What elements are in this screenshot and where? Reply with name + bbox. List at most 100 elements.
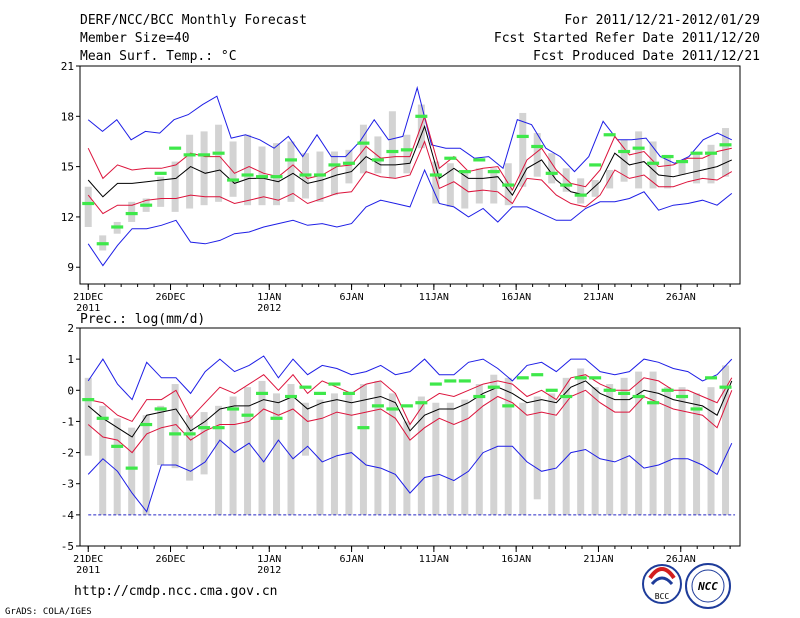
temp-box-35 xyxy=(591,180,599,197)
prec-xtick-year-0: 2011 xyxy=(76,565,100,576)
prec-box-10 xyxy=(229,396,237,515)
prec-observed-23 xyxy=(415,401,428,405)
prec-observed-35 xyxy=(589,376,602,380)
prec-box-33 xyxy=(562,377,570,515)
prec-ytick-label-5: 0 xyxy=(67,384,74,397)
prec-box-41 xyxy=(678,387,686,515)
header-member-size: Member Size=40 xyxy=(80,31,190,46)
bcc-logo: BCC xyxy=(642,564,682,604)
temp-box-5 xyxy=(157,176,165,207)
temp-box-27 xyxy=(475,168,483,204)
temp-box-41 xyxy=(678,159,686,175)
temp-box-11 xyxy=(244,134,252,206)
prec-box-26 xyxy=(461,399,469,515)
prec-observed-5 xyxy=(154,407,167,411)
temp-box-24 xyxy=(432,161,440,204)
temp-observed-27 xyxy=(473,158,486,162)
prec-box-0 xyxy=(84,377,92,456)
prec-observed-7 xyxy=(183,432,196,436)
temp-observed-36 xyxy=(603,133,616,137)
prec-box-43 xyxy=(707,387,715,515)
prec-ytick-label-4: -1 xyxy=(61,415,74,428)
temp-observed-3 xyxy=(125,211,138,216)
temp-ytick-label-2: 15 xyxy=(61,161,74,174)
prec-observed-6 xyxy=(169,432,182,436)
temp-xtick-label-3: 6JAN xyxy=(340,292,364,303)
temp-box-31 xyxy=(533,133,541,177)
temp-observed-12 xyxy=(256,175,269,179)
temp-xtick-label-7: 26JAN xyxy=(666,292,696,303)
temp-box-14 xyxy=(287,141,295,202)
prec-xtick-label-4: 11JAN xyxy=(419,554,449,565)
temp-xtick-label-6: 21JAN xyxy=(583,292,613,303)
prec-observed-39 xyxy=(647,401,660,405)
temp-observed-42 xyxy=(690,151,703,155)
temp-xtick-label-0: 21DEC xyxy=(73,292,103,303)
temp-observed-28 xyxy=(487,170,500,174)
temp-observed-0 xyxy=(82,201,95,206)
prec-observed-43 xyxy=(705,376,718,380)
temp-observed-25 xyxy=(444,156,457,160)
prec-box-24 xyxy=(432,402,440,515)
temp-observed-37 xyxy=(618,149,631,154)
bcc-logo-text: BCC xyxy=(655,592,670,601)
temp-ytick-label-4: 21 xyxy=(61,60,74,73)
prec-observed-29 xyxy=(502,404,515,408)
temp-xtick-label-4: 11JAN xyxy=(419,292,449,303)
temp-observed-4 xyxy=(140,203,153,207)
temp-observed-29 xyxy=(502,183,515,187)
temp-box-39 xyxy=(649,141,657,189)
temp-box-8 xyxy=(200,131,208,206)
prec-box-35 xyxy=(591,387,599,515)
prec-min-line xyxy=(87,439,733,513)
prec-box-5 xyxy=(157,405,165,466)
prec-observed-27 xyxy=(473,394,486,399)
temp-observed-32 xyxy=(545,171,558,175)
temp-plot-frame xyxy=(79,65,741,285)
prec-box-36 xyxy=(606,384,614,515)
temp-box-40 xyxy=(664,154,672,189)
temp-box-25 xyxy=(446,163,454,207)
temp-xtick-label-5: 16JAN xyxy=(501,292,531,303)
prec-xtick-label-6: 21JAN xyxy=(583,554,613,565)
prec-box-4 xyxy=(142,415,150,515)
temp-box-13 xyxy=(273,143,281,206)
prec-q3-line xyxy=(88,373,733,426)
temp-observed-31 xyxy=(531,144,544,149)
prec-box-1 xyxy=(99,405,107,515)
prec-box-42 xyxy=(693,393,701,515)
temp-box-28 xyxy=(490,168,498,204)
temp-box-43 xyxy=(707,144,715,184)
temp-observed-6 xyxy=(169,146,182,150)
prec-observed-34 xyxy=(574,376,587,380)
temp-box-7 xyxy=(186,134,194,209)
prec-observed-3 xyxy=(125,466,138,470)
prec-ytick-label-3: -2 xyxy=(61,447,74,460)
temp-observed-35 xyxy=(589,163,602,167)
temp-observed-24 xyxy=(429,173,442,177)
prec-observed-28 xyxy=(487,385,500,389)
prec-box-14 xyxy=(287,384,295,515)
temp-xtick-label-1: 26DEC xyxy=(155,292,185,303)
temp-observed-33 xyxy=(560,183,573,187)
temp-observed-14 xyxy=(285,158,298,162)
temp-observed-9 xyxy=(212,151,225,155)
prec-box-22 xyxy=(403,421,411,515)
prec-observed-42 xyxy=(690,407,703,411)
temp-xtick-year-2: 2012 xyxy=(257,303,281,314)
prec-observed-14 xyxy=(285,394,298,399)
prec-xtick-year-2: 2012 xyxy=(257,565,281,576)
prec-box-13 xyxy=(273,393,281,515)
header-produced-date: Fcst Produced Date 2011/12/21 xyxy=(533,49,760,64)
prec-observed-13 xyxy=(270,416,283,420)
temp-median-line xyxy=(87,124,733,198)
prec-box-28 xyxy=(490,374,498,515)
prec-plot-frame xyxy=(79,327,741,547)
prec-box-19 xyxy=(359,384,367,515)
temp-observed-26 xyxy=(458,170,471,174)
temp-observed-44 xyxy=(719,143,732,147)
temp-box-22 xyxy=(403,134,411,174)
temp-box-6 xyxy=(171,161,179,212)
